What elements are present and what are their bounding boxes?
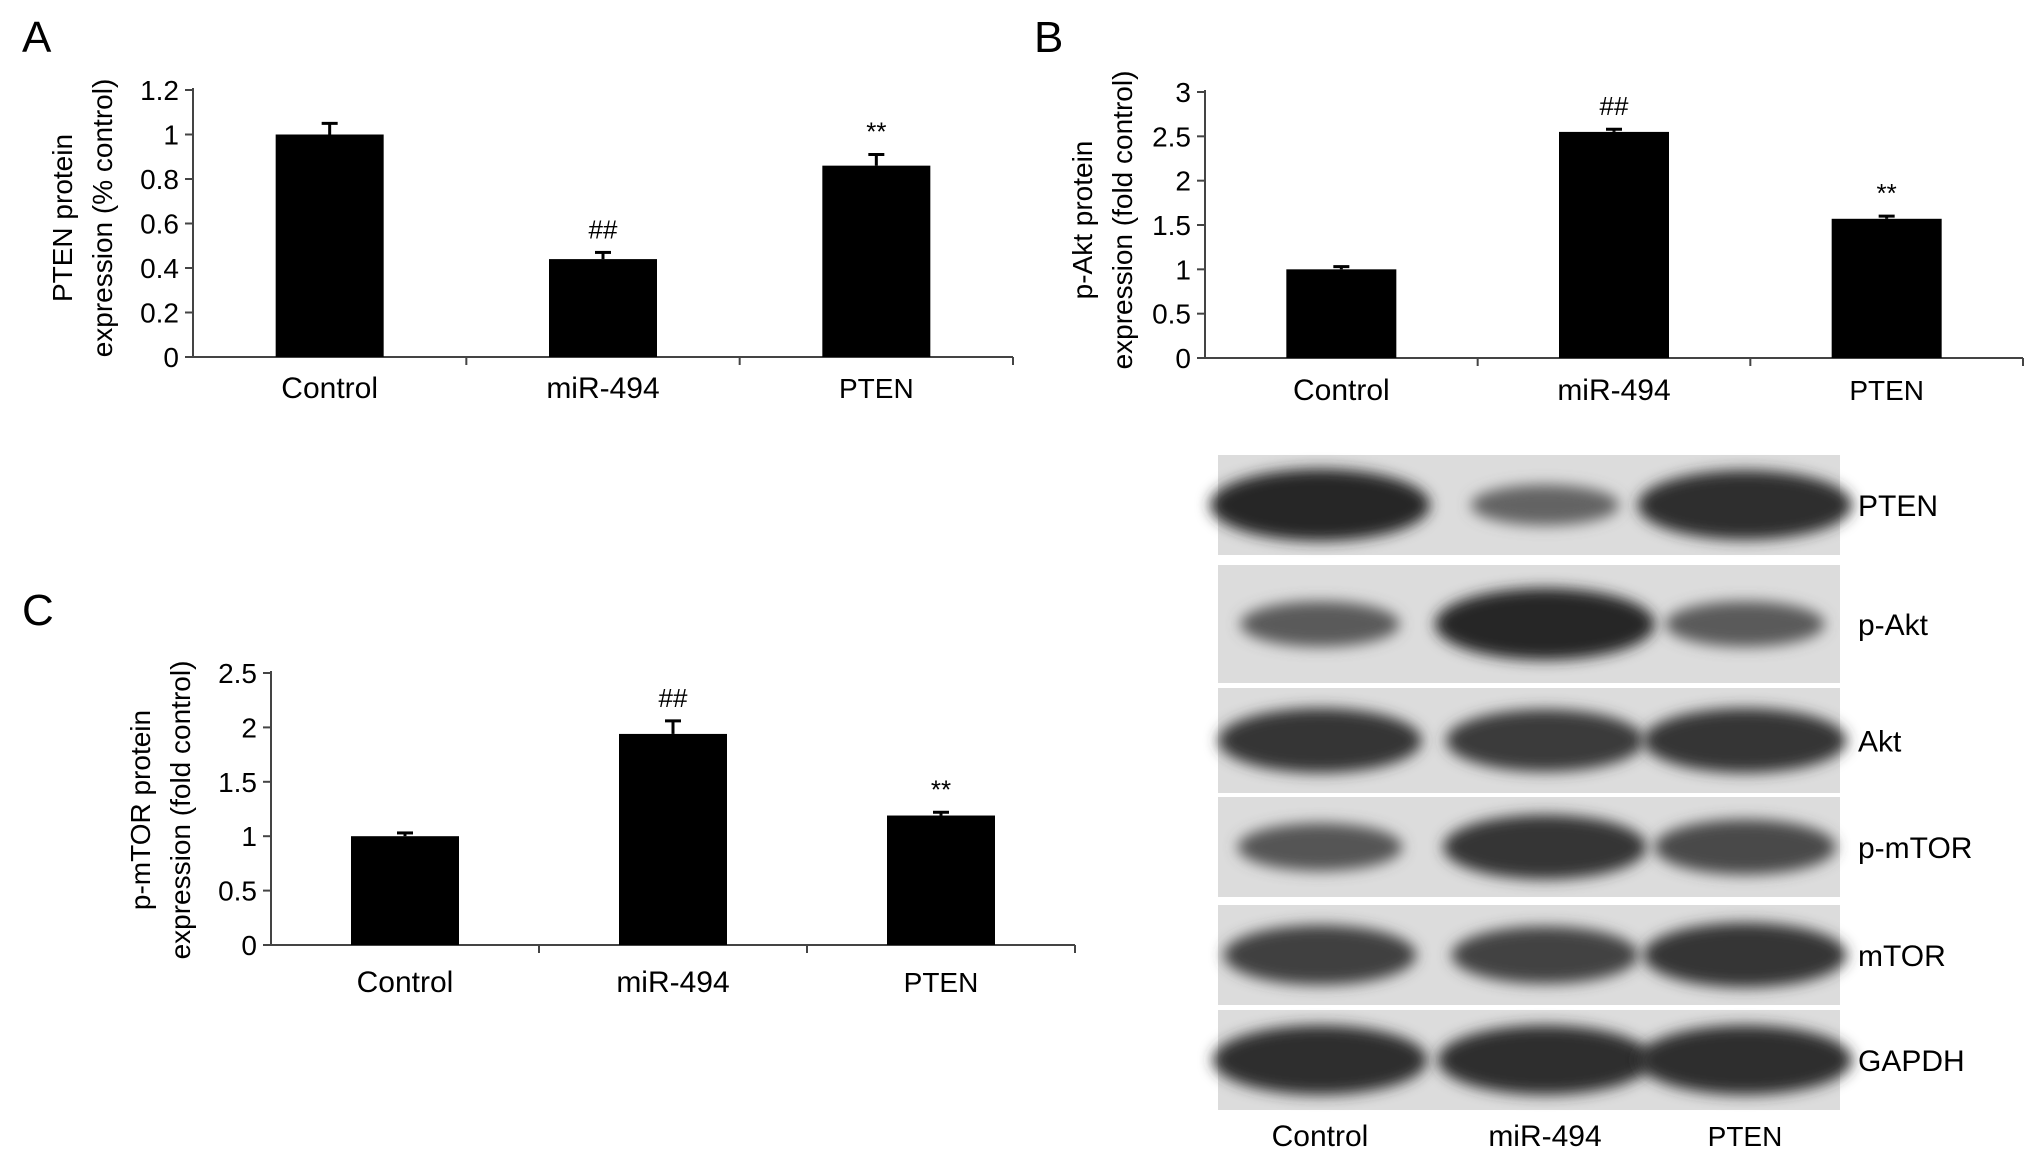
blot-band	[1443, 814, 1647, 880]
blot-band	[1237, 823, 1403, 871]
y-tick-label: 0.5	[1152, 299, 1191, 330]
bar-pten	[1831, 218, 1942, 358]
panel-letter-a: A	[22, 13, 52, 62]
bar-mir-494	[1559, 131, 1669, 358]
blot-row-label: mTOR	[1858, 940, 1946, 973]
y-tick-label: 2.5	[1152, 121, 1191, 152]
category-label: PTEN	[904, 967, 979, 998]
category-label: Control	[1293, 374, 1390, 407]
blot-lane-label: PTEN	[1708, 1121, 1783, 1152]
category-label: miR-494	[546, 372, 659, 405]
blot-band	[1210, 469, 1430, 541]
significance-marker: ##	[1600, 91, 1629, 121]
blot-band	[1665, 601, 1825, 647]
blot-band	[1451, 926, 1639, 984]
blot-lane-label: miR-494	[1488, 1120, 1601, 1153]
blot-band	[1223, 925, 1417, 985]
y-tick-label: 2	[1175, 166, 1191, 197]
blot-band	[1654, 819, 1836, 875]
significance-marker: **	[931, 774, 951, 804]
significance-marker: **	[866, 117, 886, 147]
western-blot: PTEN p-Akt Akt p-mTOR mTOR GAPDH Control miR-49…	[1210, 455, 1972, 1153]
blot-band	[1470, 484, 1620, 526]
y-tick-label: 0.6	[140, 209, 179, 240]
blot-band	[1218, 708, 1422, 773]
y-tick-label: 0.5	[218, 876, 257, 907]
y-axis-label: expression (fold control)	[1107, 71, 1138, 370]
y-tick-label: 1.2	[140, 75, 179, 106]
y-axis-label: p-Akt protein	[1067, 141, 1098, 300]
blot-band	[1437, 1025, 1653, 1095]
blot-band	[1240, 601, 1400, 647]
y-axis-label: PTEN protein	[47, 134, 78, 302]
category-label: miR-494	[616, 966, 729, 999]
panel-letter-c: C	[22, 586, 54, 635]
y-tick-label: 1.5	[1152, 210, 1191, 241]
y-tick-label: 3	[1175, 77, 1191, 108]
blot-band	[1212, 1025, 1428, 1095]
chart-a: 0 0.2 0.4 0.6 0.8 1 1.2 Control ## miR-494 ** PTEN P…	[47, 75, 1014, 405]
chart-b: 0 0.5 1 1.5 2 2.5 3 Control ## miR-494 ** PTEN p-Akt…	[1067, 71, 2024, 407]
y-tick-label: 0.8	[140, 164, 179, 195]
panel-letter-b: B	[1034, 13, 1063, 62]
y-axis-label: expression (% control)	[87, 79, 118, 358]
y-axis-label: expression (fold control)	[165, 661, 196, 960]
bar-pten	[822, 165, 931, 357]
blot-band	[1446, 709, 1644, 772]
category-label: Control	[357, 966, 454, 999]
blot-row-label: p-mTOR	[1858, 832, 1972, 865]
blot-row-label: GAPDH	[1858, 1045, 1965, 1078]
significance-marker: **	[1877, 178, 1897, 208]
y-tick-label: 1.5	[218, 767, 257, 798]
blot-lane-label: Control	[1272, 1120, 1369, 1153]
y-tick-label: 1	[241, 821, 257, 852]
significance-marker: ##	[659, 683, 688, 713]
category-label: miR-494	[1557, 374, 1670, 407]
category-label: Control	[281, 372, 378, 405]
y-tick-label: 0	[1175, 343, 1191, 374]
category-label: PTEN	[839, 373, 914, 404]
bar-pten	[887, 815, 995, 945]
chart-c: 0 0.5 1 1.5 2 2.5 Control ## miR-494 ** PTEN p-mTOR…	[125, 658, 1076, 999]
blot-band	[1435, 588, 1655, 660]
blot-row-label: Akt	[1858, 726, 1902, 759]
bar-mir-494	[619, 733, 727, 945]
blot-band	[1643, 922, 1847, 988]
significance-marker: ##	[589, 214, 618, 244]
y-axis-label: p-mTOR protein	[125, 710, 156, 910]
bar-mir-494	[549, 259, 657, 357]
blot-row-label: PTEN	[1858, 490, 1938, 523]
y-tick-label: 2.5	[218, 658, 257, 689]
blot-band	[1637, 470, 1853, 540]
y-tick-label: 1	[163, 120, 179, 151]
y-tick-label: 1	[1175, 254, 1191, 285]
bar-control	[351, 836, 459, 945]
y-tick-label: 0.4	[140, 253, 179, 284]
y-tick-label: 0.2	[140, 298, 179, 329]
bar-control	[1286, 269, 1397, 358]
category-label: PTEN	[1849, 375, 1924, 406]
blot-band	[1637, 1025, 1853, 1095]
y-tick-label: 0	[163, 342, 179, 373]
blot-band	[1643, 708, 1847, 773]
y-tick-label: 0	[241, 930, 257, 961]
bar-control	[275, 134, 384, 357]
y-tick-label: 2	[241, 712, 257, 743]
blot-row-label: p-Akt	[1858, 609, 1929, 642]
